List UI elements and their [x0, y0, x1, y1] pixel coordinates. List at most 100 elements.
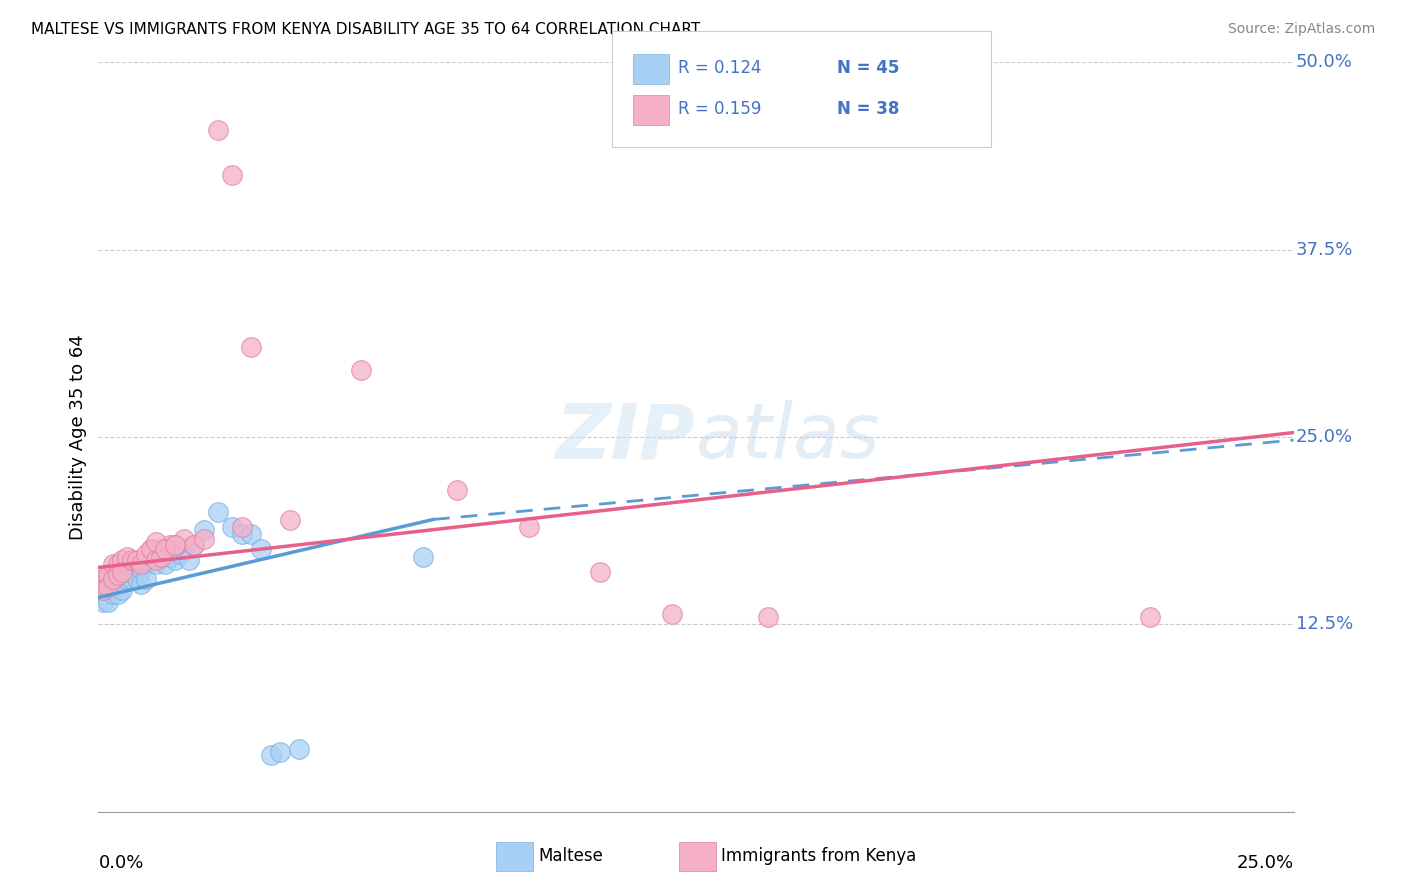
- Point: [121, 558, 143, 572]
- Point: [183, 538, 205, 552]
- Point: [145, 535, 167, 549]
- Text: 12.5%: 12.5%: [1296, 615, 1353, 633]
- Point: [91, 595, 114, 609]
- Point: [169, 547, 191, 561]
- Point: [107, 568, 129, 582]
- Point: [101, 565, 124, 579]
- Point: [350, 362, 373, 376]
- Point: [91, 582, 114, 597]
- Point: [131, 577, 153, 591]
- Text: R = 0.159: R = 0.159: [678, 100, 761, 118]
- Point: [259, 747, 281, 762]
- Point: [173, 542, 195, 557]
- Point: [111, 562, 134, 576]
- Point: [269, 745, 291, 759]
- Point: [173, 532, 195, 546]
- Text: atlas: atlas: [696, 401, 880, 474]
- Text: Maltese: Maltese: [538, 847, 603, 865]
- Point: [139, 542, 162, 557]
- Point: [163, 553, 186, 567]
- Point: [107, 558, 129, 572]
- Point: [179, 553, 201, 567]
- Point: [231, 520, 253, 534]
- Point: [111, 582, 134, 597]
- Point: [240, 340, 263, 354]
- Point: [101, 587, 124, 601]
- Point: [145, 558, 167, 572]
- Point: [91, 573, 114, 587]
- Point: [91, 582, 114, 597]
- Point: [111, 573, 134, 587]
- Point: [589, 565, 612, 579]
- Text: 50.0%: 50.0%: [1296, 54, 1353, 71]
- Point: [278, 512, 301, 526]
- Point: [288, 741, 311, 756]
- Point: [121, 573, 143, 587]
- Point: [193, 532, 215, 546]
- Text: 25.0%: 25.0%: [1236, 854, 1294, 871]
- Point: [101, 558, 124, 572]
- Point: [115, 573, 138, 587]
- Point: [135, 573, 157, 587]
- Point: [107, 565, 129, 579]
- Text: R = 0.124: R = 0.124: [678, 59, 761, 77]
- Point: [661, 607, 683, 621]
- Point: [101, 573, 124, 587]
- Text: N = 38: N = 38: [837, 100, 898, 118]
- Point: [131, 558, 153, 572]
- Point: [97, 582, 120, 597]
- Point: [135, 558, 157, 572]
- Text: Source: ZipAtlas.com: Source: ZipAtlas.com: [1227, 22, 1375, 37]
- Point: [125, 573, 148, 587]
- Point: [115, 549, 138, 564]
- Point: [155, 558, 177, 572]
- Point: [163, 538, 186, 552]
- Point: [231, 527, 253, 541]
- Point: [125, 553, 148, 567]
- Point: [107, 575, 129, 590]
- Point: [159, 549, 181, 564]
- Text: 37.5%: 37.5%: [1296, 241, 1354, 259]
- Point: [159, 538, 181, 552]
- Point: [91, 573, 114, 587]
- Point: [101, 575, 124, 590]
- Point: [97, 573, 120, 587]
- Point: [183, 538, 205, 552]
- Point: [125, 558, 148, 572]
- Point: [155, 542, 177, 557]
- Point: [115, 562, 138, 576]
- Point: [163, 538, 186, 552]
- Point: [111, 565, 134, 579]
- Point: [135, 547, 157, 561]
- Y-axis label: Disability Age 35 to 64: Disability Age 35 to 64: [69, 334, 87, 540]
- Point: [131, 562, 153, 576]
- Text: MALTESE VS IMMIGRANTS FROM KENYA DISABILITY AGE 35 TO 64 CORRELATION CHART: MALTESE VS IMMIGRANTS FROM KENYA DISABIL…: [31, 22, 700, 37]
- Point: [149, 542, 172, 557]
- Point: [97, 568, 120, 582]
- Point: [121, 553, 143, 567]
- Text: Immigrants from Kenya: Immigrants from Kenya: [721, 847, 917, 865]
- Point: [97, 580, 120, 594]
- Point: [756, 610, 779, 624]
- Point: [145, 553, 167, 567]
- Point: [446, 483, 468, 497]
- Text: N = 45: N = 45: [837, 59, 898, 77]
- Point: [149, 549, 172, 564]
- Point: [221, 520, 243, 534]
- Text: 0.0%: 0.0%: [98, 854, 143, 871]
- Point: [240, 527, 263, 541]
- Point: [107, 587, 129, 601]
- Point: [193, 523, 215, 537]
- Point: [111, 553, 134, 567]
- Point: [207, 505, 229, 519]
- Point: [97, 595, 120, 609]
- Text: 25.0%: 25.0%: [1296, 428, 1353, 446]
- Point: [207, 123, 229, 137]
- Point: [139, 542, 162, 557]
- Point: [412, 549, 434, 564]
- Point: [250, 542, 273, 557]
- Point: [221, 168, 243, 182]
- Point: [1139, 610, 1161, 624]
- Text: ZIP: ZIP: [557, 401, 696, 474]
- Point: [517, 520, 540, 534]
